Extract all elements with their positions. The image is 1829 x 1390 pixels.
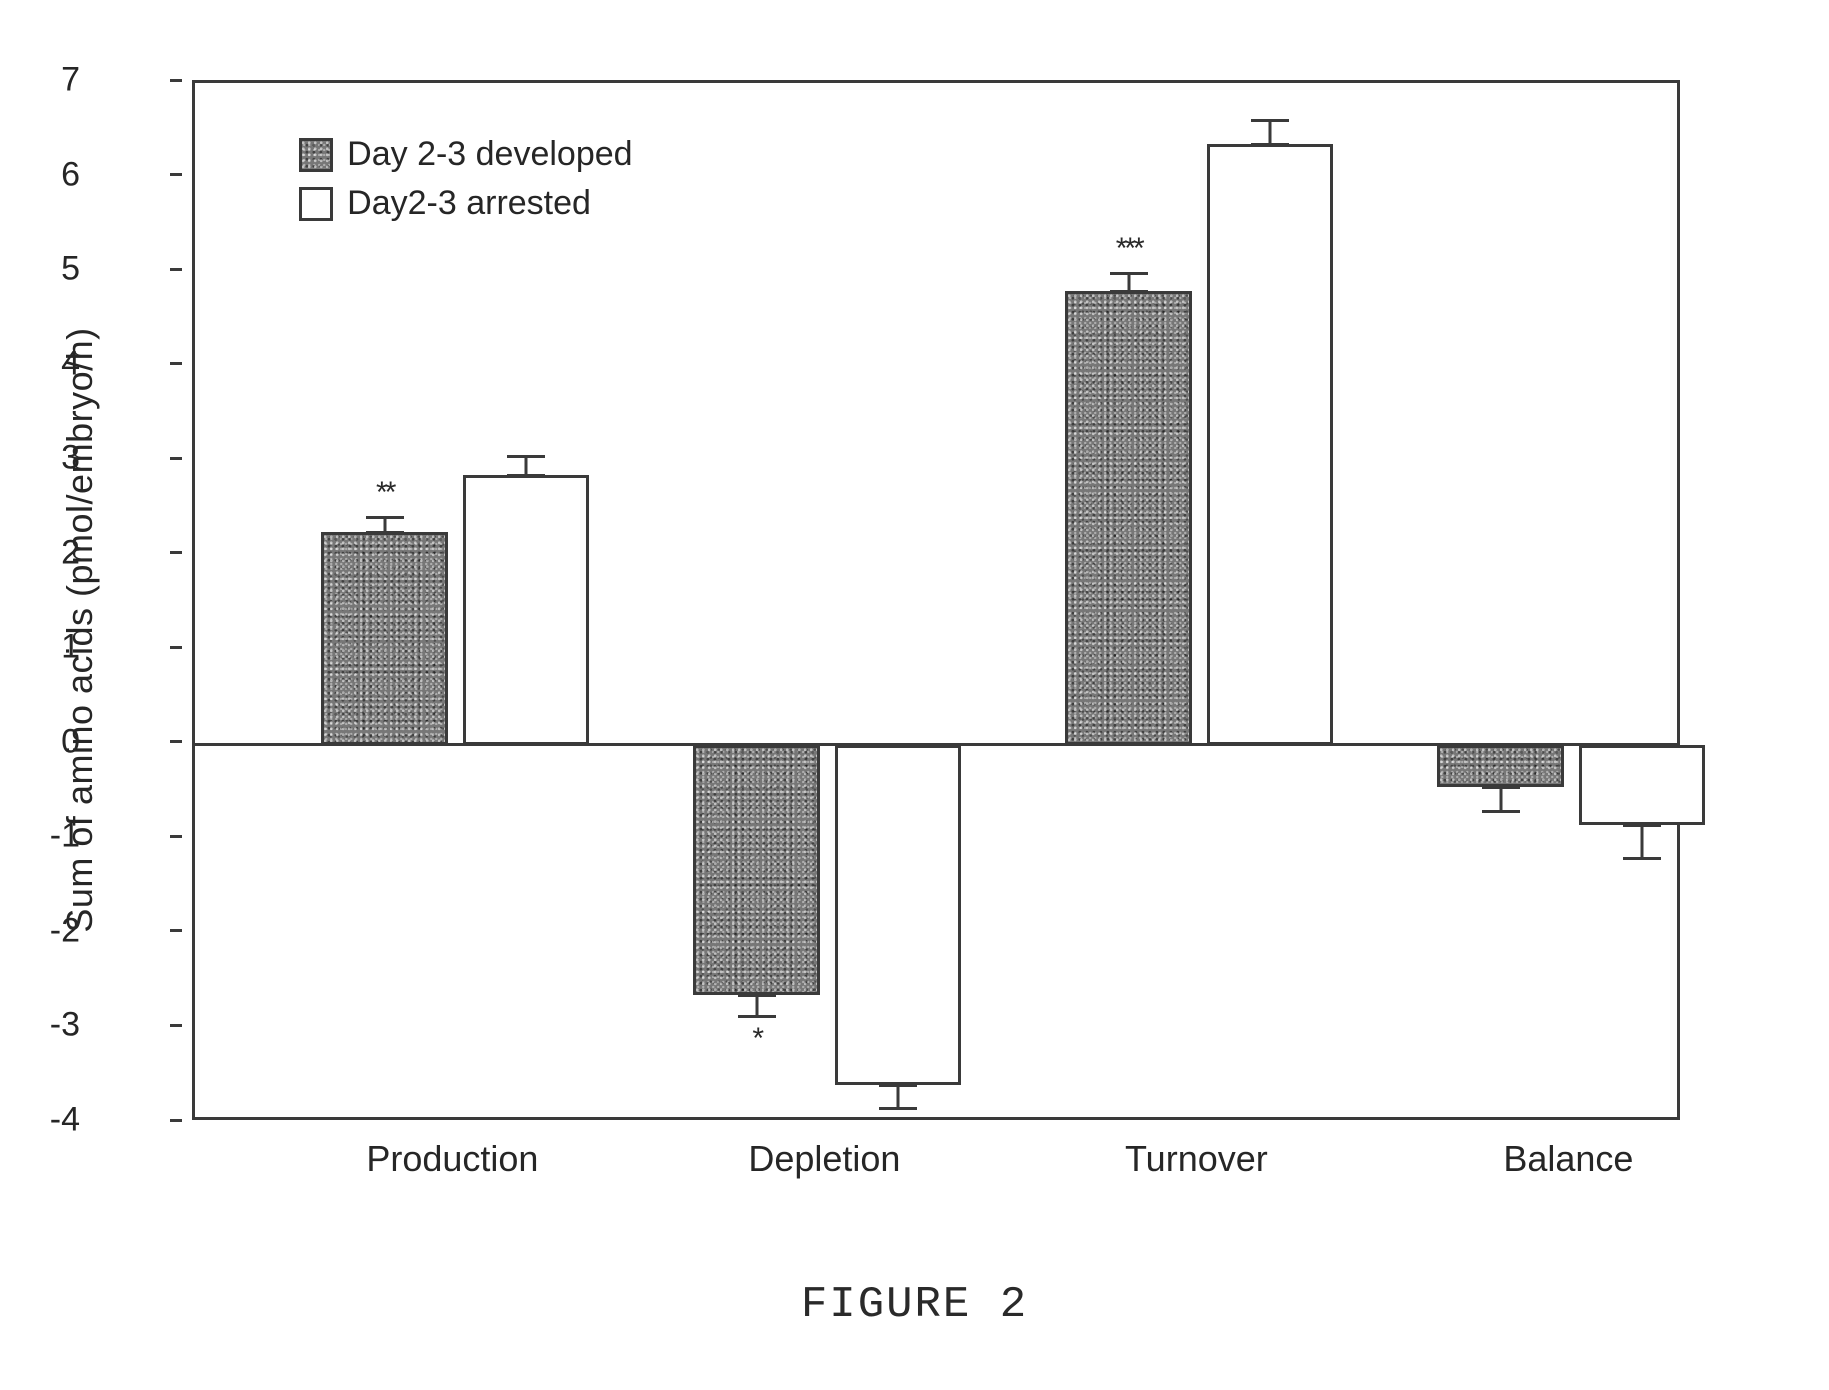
error-cap [507,455,545,458]
y-tick-mark [170,646,182,649]
bar-depletion-arrested [835,745,961,1085]
plot-area: ******Day 2-3 developedDay2-3 arrested [192,80,1680,1120]
x-category-label: Turnover [1125,1138,1268,1180]
y-tick-mark [170,1024,182,1027]
y-tick-mark [170,79,182,82]
y-tick-mark [170,835,182,838]
bar-turnover-arrested [1207,144,1333,744]
bar-balance-developed [1437,745,1563,788]
y-tick-mark [170,268,182,271]
legend-item: Day 2-3 developed [299,135,632,174]
error-bar [897,1085,900,1109]
y-tick-label: 7 [61,61,80,100]
y-tick-label: 0 [61,722,80,761]
error-cap [1623,824,1661,827]
significance-label: ** [376,476,393,510]
error-cap [1623,857,1661,860]
y-tick-label: 5 [61,250,80,289]
legend: Day 2-3 developed Day2-3 arrested [299,135,632,233]
bar-production-arrested [463,475,589,744]
chart: Sum of amino acids (pmol/embryo/h) *****… [140,80,1680,1180]
bar-balance-arrested [1579,745,1705,825]
bar-production-developed [321,532,447,745]
error-bar [755,995,758,1016]
error-cap [1110,272,1148,275]
figure-caption: FIGURE 2 [801,1280,1028,1330]
error-cap [1482,810,1520,813]
x-category-label: Balance [1503,1138,1633,1180]
error-cap [1482,786,1520,789]
y-tick-label: 1 [61,628,80,667]
legend-item: Day2-3 arrested [299,184,632,223]
significance-label: *** [1116,232,1142,266]
y-tick-label: 2 [61,533,80,572]
y-tick-mark [170,1119,182,1122]
y-tick-mark [170,551,182,554]
error-cap [1251,143,1289,146]
y-tick-label: 4 [61,344,80,383]
y-tick-label: -3 [50,1006,80,1045]
y-tick-mark [170,457,182,460]
error-cap [879,1107,917,1110]
error-cap [366,516,404,519]
y-tick-label: -1 [50,817,80,856]
y-tick-mark [170,173,182,176]
error-bar [525,456,528,475]
error-cap [1110,290,1148,293]
error-bar [1641,825,1644,858]
x-category-label: Production [366,1138,538,1180]
significance-label: * [752,1022,761,1056]
page: Sum of amino acids (pmol/embryo/h) *****… [0,0,1829,1390]
error-cap [366,531,404,534]
error-cap [507,474,545,477]
y-tick-label: -4 [50,1101,80,1140]
error-bar [1499,787,1502,811]
y-tick-label: -2 [50,911,80,950]
error-cap [1251,119,1289,122]
y-tick-mark [170,740,182,743]
legend-label: Day2-3 arrested [347,184,591,223]
error-cap [879,1084,917,1087]
error-bar [1127,274,1130,291]
x-category-label: Depletion [748,1138,900,1180]
legend-swatch [299,187,333,221]
error-bar [1269,121,1272,145]
legend-swatch [299,138,333,172]
y-tick-label: 3 [61,439,80,478]
bar-turnover-developed [1065,291,1191,745]
error-cap [738,1015,776,1018]
y-tick-mark [170,362,182,365]
bar-depletion-developed [693,745,819,996]
legend-label: Day 2-3 developed [347,135,632,174]
y-tick-label: 6 [61,155,80,194]
y-tick-mark [170,929,182,932]
error-cap [738,994,776,997]
